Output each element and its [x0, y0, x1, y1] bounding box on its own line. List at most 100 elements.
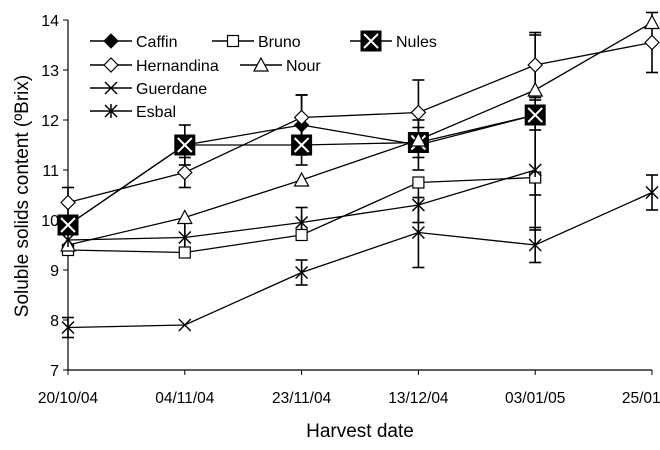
legend-entry-hernandina: Hernandina — [90, 57, 219, 75]
triangle-marker — [527, 81, 544, 97]
data-point — [176, 164, 193, 181]
legend-entry-nules: Nules — [350, 30, 437, 52]
data-point — [410, 131, 427, 147]
data-point — [527, 81, 544, 97]
markers-esbal — [61, 163, 542, 247]
legend-entry-guerdane: Guerdane — [90, 81, 207, 98]
y-tick-label: 9 — [50, 263, 59, 280]
data-point — [645, 186, 659, 199]
open-diamond-marker — [176, 164, 193, 181]
box-x-stroke — [527, 107, 543, 123]
x-stroke — [528, 238, 542, 252]
data-point — [176, 209, 193, 225]
open-diamond-marker — [527, 57, 544, 73]
legend-marker — [252, 56, 270, 72]
legend-marker — [104, 81, 118, 95]
data-point — [411, 198, 425, 212]
diamond-marker — [103, 33, 119, 49]
legend-label: Bruno — [258, 34, 301, 51]
axis-ticks: 7 8 9 10 11 12 13 14 20/10/04 04/11/04 23/11/04 13/… — [38, 13, 660, 407]
legend-label: Esbal — [136, 104, 176, 121]
plot-area — [57, 11, 660, 339]
data-point — [643, 14, 660, 30]
x-stroke — [411, 226, 425, 239]
x-stroke — [178, 318, 192, 332]
legend-marker — [360, 30, 382, 52]
data-point — [174, 134, 196, 156]
legend-label: Caffin — [136, 34, 178, 51]
data-point — [644, 34, 660, 51]
data-point — [293, 171, 310, 187]
data-point — [57, 214, 79, 236]
data-point — [178, 230, 192, 245]
data-point — [178, 246, 191, 259]
square-marker — [412, 176, 425, 189]
markers-nour — [59, 14, 660, 252]
x-stroke — [104, 81, 118, 95]
x-tick-label: 23/11/04 — [272, 390, 332, 407]
box-x-stroke — [363, 33, 379, 49]
series-nour — [67, 21, 653, 246]
data-point — [412, 176, 425, 189]
x-tick-label: 04/11/04 — [155, 390, 215, 407]
series-guerdane — [62, 174, 658, 339]
open-diamond-marker — [60, 194, 76, 211]
legend-marker — [104, 104, 118, 118]
x-stroke — [645, 186, 659, 199]
x-tick-label: 20/10/04 — [38, 390, 99, 407]
data-point — [295, 215, 309, 230]
data-point — [295, 266, 309, 279]
triangle-marker — [410, 131, 427, 147]
data-point — [528, 163, 542, 177]
square-marker — [295, 228, 308, 242]
y-axis-label: Soluble solids content (ºBrix) — [12, 75, 33, 317]
data-point — [293, 109, 310, 126]
y-tick-label: 10 — [41, 213, 59, 230]
x-stroke — [295, 266, 309, 279]
data-point — [410, 104, 427, 121]
legend-entry-bruno: Bruno — [212, 34, 301, 51]
square-marker — [178, 246, 191, 259]
legend-label: Guerdane — [136, 81, 207, 98]
legend-label: Nules — [396, 34, 437, 51]
x-axis-label: Harvest date — [306, 421, 414, 442]
triangle-marker — [293, 171, 310, 187]
markers-hernandina — [60, 34, 660, 211]
series-line — [67, 191, 653, 329]
legend-marker — [103, 33, 119, 49]
data-point — [524, 104, 546, 126]
triangle-marker — [252, 56, 270, 72]
triangle-marker — [643, 14, 660, 30]
legend: Caffin Bruno Nules Hernandina Nour Guerdane Es… — [90, 30, 437, 121]
x-stroke — [61, 321, 75, 334]
legend-marker — [226, 34, 240, 48]
data-point — [411, 226, 425, 239]
y-tick-label: 7 — [50, 363, 59, 380]
legend-label: Nour — [286, 58, 321, 75]
x-tick-label: 25/01/05 — [622, 390, 660, 407]
y-tick-label: 8 — [50, 313, 59, 330]
data-point — [61, 321, 75, 334]
data-point — [178, 318, 192, 332]
series-line — [67, 41, 653, 204]
data-point — [61, 233, 75, 247]
box-x-stroke — [60, 217, 76, 233]
open-diamond-marker — [644, 34, 660, 51]
legend-label: Hernandina — [136, 58, 219, 75]
legend-marker — [103, 57, 119, 73]
y-tick-label: 13 — [41, 63, 59, 80]
box-x-stroke — [293, 137, 310, 153]
data-point — [295, 228, 308, 242]
open-diamond-marker — [103, 57, 119, 73]
open-diamond-marker — [410, 104, 427, 121]
x-tick-label: 13/12/04 — [388, 390, 449, 407]
box-x-stroke — [177, 137, 193, 153]
y-tick-label: 12 — [41, 113, 59, 130]
open-diamond-marker — [293, 109, 310, 126]
data-point — [527, 57, 544, 73]
series-line — [67, 21, 653, 246]
triangle-marker — [176, 209, 193, 225]
y-tick-label: 11 — [42, 163, 59, 180]
legend-entry-nour: Nour — [240, 56, 321, 75]
legend-entry-esbal: Esbal — [90, 104, 176, 121]
